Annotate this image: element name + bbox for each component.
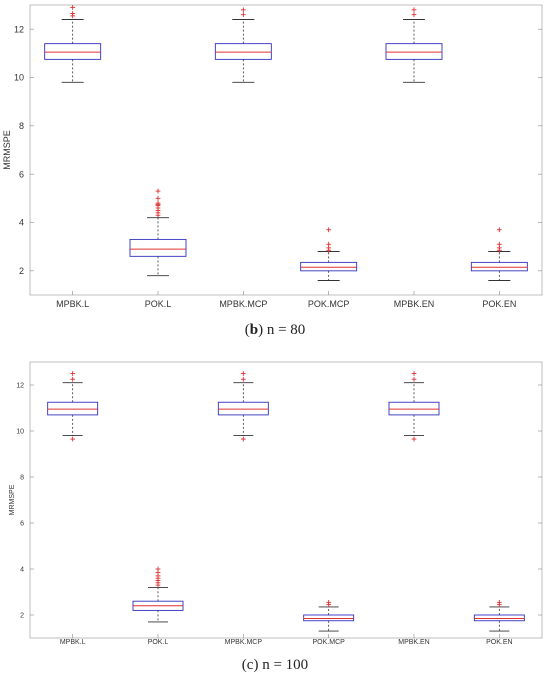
outlier-point	[155, 566, 161, 572]
box-pok-l	[129, 188, 187, 277]
outlier-point	[411, 7, 417, 13]
outlier-point	[496, 241, 502, 247]
y-axis-label: MRMSPE	[9, 484, 16, 515]
outlier-point	[496, 599, 502, 605]
outlier-point	[240, 371, 246, 376]
outlier-point	[326, 241, 332, 247]
x-tick-label: MPBK.MCP	[225, 639, 263, 646]
outlier-point	[70, 376, 76, 382]
outlier-point	[326, 599, 332, 605]
caption-c-text: n = 100	[258, 657, 308, 673]
x-tick-label: MPBK.EN	[394, 299, 435, 309]
outlier-point	[155, 200, 161, 206]
iqr-box	[388, 401, 440, 416]
iqr-box	[300, 261, 358, 272]
box-pok-en	[470, 227, 528, 281]
y-tick-label: 4	[19, 218, 24, 228]
box-mpbk-mcp	[217, 371, 269, 442]
box-mpbk-l	[47, 371, 99, 442]
box-pok-en	[473, 599, 525, 632]
y-tick-label: 8	[20, 474, 24, 481]
outlier-point	[240, 7, 246, 13]
iqr-box	[47, 401, 99, 416]
outlier-point	[70, 11, 76, 16]
x-tick-label: MPBK.L	[60, 639, 86, 646]
caption-b-text: n = 80	[263, 322, 305, 338]
iqr-box	[470, 261, 528, 272]
outlier-point	[240, 12, 246, 18]
x-tick-label: POK.EN	[482, 299, 516, 309]
outlier-point	[240, 376, 246, 382]
outlier-point	[70, 371, 76, 376]
y-tick-label: 2	[19, 266, 24, 276]
x-tick-label: MPBK.MCP	[219, 299, 267, 309]
y-tick-label: 10	[16, 428, 24, 435]
outlier-point	[411, 436, 417, 442]
outlier-point	[155, 188, 161, 194]
x-tick-label: MPBK.L	[56, 299, 89, 309]
box-pok-mcp	[303, 599, 355, 632]
iqr-box	[44, 43, 102, 60]
panel-b-n80: 2 4 6 8 10 12 MRMSPE MPBK.L POK.L MPBK.MCP POK.MCP…	[2, 4, 543, 309]
y-tick-label: 12	[14, 24, 24, 34]
outlier-point	[240, 436, 246, 442]
y-tick-label: 6	[19, 169, 24, 179]
plot-frame	[29, 4, 543, 296]
outlier-point	[326, 227, 332, 233]
panel-c-n100: 2 4 6 8 10 12 MRMSPE MPBK.L POK.L MPBK.MCP POK.MCP…	[9, 361, 543, 646]
caption-b-label: b	[250, 322, 258, 338]
plot-frame	[29, 361, 543, 639]
caption-c-label: c	[247, 657, 254, 673]
x-tick-label: POK.MCP	[313, 639, 346, 646]
box-mpbk-en	[385, 7, 443, 83]
iqr-box	[129, 238, 187, 257]
y-axis-label: MRMSPE	[2, 130, 12, 170]
iqr-box	[473, 614, 525, 622]
iqr-box	[217, 401, 269, 416]
outlier-point	[70, 436, 76, 442]
box-pok-mcp	[300, 227, 358, 281]
y-tick-label: 8	[19, 121, 24, 131]
iqr-box	[214, 43, 272, 60]
outlier-point	[496, 227, 502, 233]
box-mpbk-l	[44, 5, 102, 83]
x-tick-label: POK.EN	[486, 639, 512, 646]
x-tick-label: POK.MCP	[308, 299, 350, 309]
y-tick-label: 4	[20, 566, 24, 573]
caption-b: (b) n = 80	[245, 322, 306, 338]
iqr-box	[385, 43, 443, 60]
box-mpbk-en	[388, 371, 440, 442]
outlier-point	[70, 5, 76, 10]
y-tick-label: 6	[20, 520, 24, 527]
box-mpbk-mcp	[214, 7, 272, 83]
outlier-point	[411, 12, 417, 18]
y-tick-label: 10	[14, 73, 24, 83]
x-tick-label: MPBK.EN	[398, 639, 430, 646]
caption-c: (c) n = 100	[242, 657, 308, 673]
x-tick-label: POK.L	[148, 639, 169, 646]
y-tick-label: 2	[20, 612, 24, 619]
x-tick-label: POK.L	[145, 299, 172, 309]
outlier-point	[411, 376, 417, 382]
box-pok-l	[132, 566, 184, 623]
outlier-point	[411, 371, 417, 376]
outlier-point	[155, 195, 161, 201]
y-tick-label: 12	[16, 382, 24, 389]
iqr-box	[303, 614, 355, 622]
